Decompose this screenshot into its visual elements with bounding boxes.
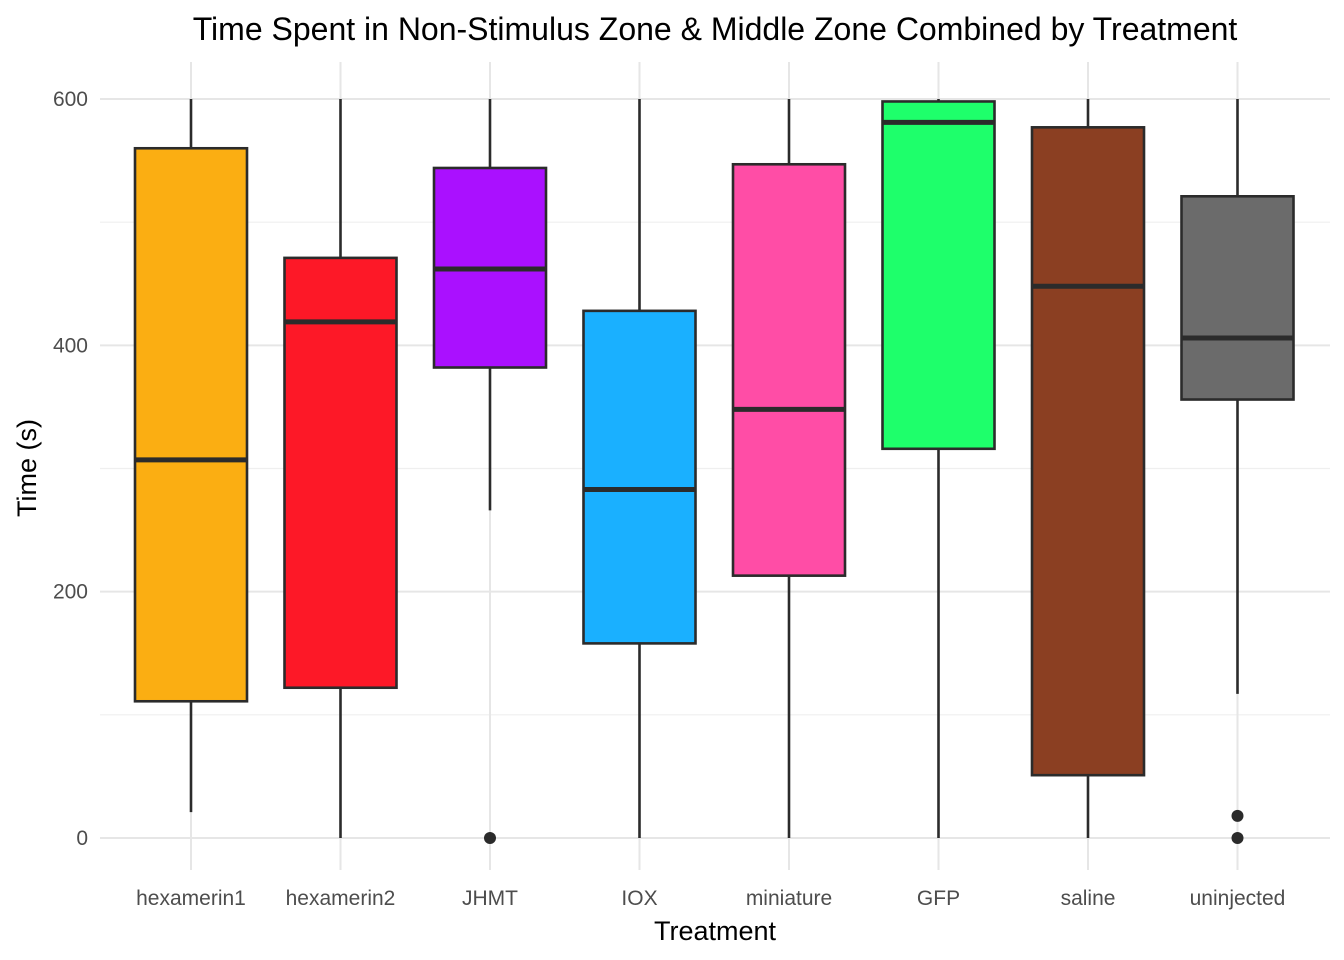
box-group-IOX bbox=[582, 99, 697, 838]
box-miniature bbox=[731, 162, 847, 577]
outlier-point bbox=[1231, 832, 1244, 844]
box-group-hexamerin1 bbox=[133, 99, 249, 813]
box-hexamerin1 bbox=[133, 146, 249, 703]
chart-title: Time Spent in Non-Stimulus Zone & Middle… bbox=[193, 11, 1238, 47]
y-tick-label: 600 bbox=[53, 88, 88, 111]
box-group-hexamerin2 bbox=[283, 99, 398, 838]
x-tick-label: hexamerin2 bbox=[286, 887, 396, 910]
box-series bbox=[133, 99, 1295, 844]
outlier-point bbox=[484, 832, 496, 844]
box-hexamerin2 bbox=[283, 256, 398, 690]
y-tick-label: 0 bbox=[76, 827, 88, 850]
y-tick-label: 400 bbox=[53, 334, 88, 357]
box-GFP bbox=[881, 100, 996, 451]
y-axis-ticks: 0 200 400 600 bbox=[53, 88, 88, 850]
box-group-uninjected bbox=[1180, 99, 1295, 844]
y-axis-title: Time (s) bbox=[12, 419, 42, 517]
box-saline bbox=[1030, 126, 1146, 777]
box-group-JHMT bbox=[432, 99, 548, 844]
x-tick-label: miniature bbox=[746, 887, 832, 910]
x-tick-label: hexamerin1 bbox=[136, 887, 246, 910]
y-tick-label: 200 bbox=[53, 581, 88, 604]
x-tick-label: uninjected bbox=[1190, 887, 1286, 910]
x-axis-ticks: hexamerin1 hexamerin2 JHMT IOX miniature GFP s… bbox=[136, 887, 1285, 910]
box-group-miniature bbox=[731, 99, 847, 838]
box-IOX bbox=[582, 309, 697, 645]
box-group-GFP bbox=[881, 99, 996, 838]
x-tick-label: IOX bbox=[621, 887, 657, 910]
x-tick-label: GFP bbox=[917, 887, 960, 910]
x-tick-label: saline bbox=[1061, 887, 1116, 910]
box-uninjected bbox=[1180, 195, 1295, 401]
box-group-saline bbox=[1030, 99, 1146, 838]
x-tick-label: JHMT bbox=[462, 887, 518, 910]
x-axis-title: Treatment bbox=[654, 916, 777, 946]
outlier-point bbox=[1231, 809, 1244, 822]
